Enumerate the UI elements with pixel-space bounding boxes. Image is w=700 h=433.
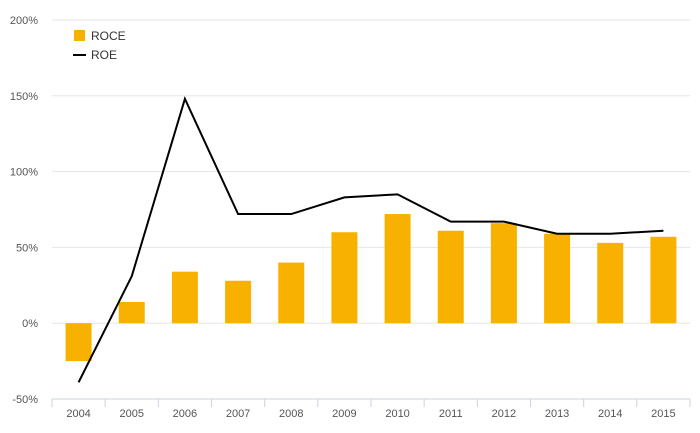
legend-label-roce: ROCE	[91, 29, 126, 43]
x-tick-label: 2004	[66, 408, 90, 420]
x-tick-label: 2015	[651, 408, 675, 420]
x-tick-label: 2007	[226, 408, 250, 420]
x-tick-label: 2012	[492, 408, 516, 420]
legend[interactable]: ROCE ROE	[73, 29, 126, 62]
bar-roce-2014[interactable]	[597, 242, 624, 324]
x-tick-label: 2013	[545, 408, 569, 420]
x-tick-label: 2006	[173, 408, 197, 420]
bar-series-roce	[65, 214, 677, 362]
y-tick-label: 50%	[16, 242, 38, 254]
grid-lines	[52, 19, 690, 324]
bar-roce-2006[interactable]	[171, 271, 198, 324]
x-tick-label: 2011	[439, 408, 463, 420]
x-tick-label: 2014	[598, 408, 622, 420]
bar-roce-2011[interactable]	[437, 230, 464, 324]
bar-roce-2004[interactable]	[65, 323, 92, 362]
bar-roce-2013[interactable]	[544, 233, 571, 324]
y-tick-label: 0%	[22, 318, 38, 330]
bar-roce-2012[interactable]	[490, 223, 517, 324]
legend-swatch-roce	[74, 30, 85, 41]
y-tick-label: 150%	[10, 91, 38, 103]
x-tick-label: 2005	[120, 408, 144, 420]
bar-roce-2010[interactable]	[384, 214, 411, 324]
bar-roce-2005[interactable]	[118, 301, 145, 324]
x-tick-label: 2008	[279, 408, 303, 420]
y-axis: 200% 150% 100% 50% 0% -50%	[10, 15, 38, 406]
bar-roce-2015[interactable]	[650, 236, 677, 324]
y-tick-label: 200%	[10, 15, 38, 27]
bar-roce-2009[interactable]	[331, 232, 358, 324]
y-tick-label: 100%	[10, 167, 38, 179]
line-roe[interactable]	[77, 96, 664, 383]
bar-roce-2007[interactable]	[225, 280, 252, 324]
x-tick-label: 2009	[332, 408, 356, 420]
x-tick-label: 2010	[385, 408, 409, 420]
bar-roce-2008[interactable]	[278, 262, 305, 324]
legend-label-roe: ROE	[91, 48, 117, 62]
x-axis: 2004 2005 2006 2007 2008 2009 2010 2011 2012 2013…	[51, 398, 691, 420]
line-series-roe	[77, 96, 664, 383]
y-tick-label: -50%	[12, 394, 38, 406]
